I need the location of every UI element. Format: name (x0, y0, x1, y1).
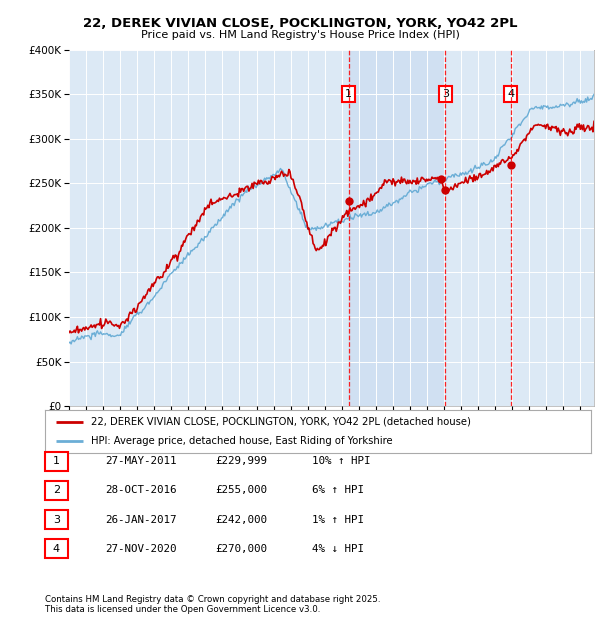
Text: Price paid vs. HM Land Registry's House Price Index (HPI): Price paid vs. HM Land Registry's House … (140, 30, 460, 40)
Bar (349, 50, 445, 406)
Text: £270,000: £270,000 (215, 544, 267, 554)
Text: 27-MAY-2011: 27-MAY-2011 (105, 456, 176, 466)
Text: 3: 3 (53, 515, 60, 525)
Text: This data is licensed under the Open Government Licence v3.0.: This data is licensed under the Open Gov… (45, 604, 320, 614)
Text: HPI: Average price, detached house, East Riding of Yorkshire: HPI: Average price, detached house, East… (91, 436, 393, 446)
Text: 4: 4 (53, 544, 60, 554)
Text: 3: 3 (442, 89, 449, 99)
Text: £229,999: £229,999 (215, 456, 267, 466)
Text: 26-JAN-2017: 26-JAN-2017 (105, 515, 176, 525)
Text: 4: 4 (507, 89, 514, 99)
Text: 4% ↓ HPI: 4% ↓ HPI (312, 544, 364, 554)
Text: 27-NOV-2020: 27-NOV-2020 (105, 544, 176, 554)
Text: £242,000: £242,000 (215, 515, 267, 525)
Text: 22, DEREK VIVIAN CLOSE, POCKLINGTON, YORK, YO42 2PL: 22, DEREK VIVIAN CLOSE, POCKLINGTON, YOR… (83, 17, 517, 30)
Text: 6% ↑ HPI: 6% ↑ HPI (312, 485, 364, 495)
Text: Contains HM Land Registry data © Crown copyright and database right 2025.: Contains HM Land Registry data © Crown c… (45, 595, 380, 604)
Text: 22, DEREK VIVIAN CLOSE, POCKLINGTON, YORK, YO42 2PL (detached house): 22, DEREK VIVIAN CLOSE, POCKLINGTON, YOR… (91, 417, 471, 427)
Text: 10% ↑ HPI: 10% ↑ HPI (312, 456, 371, 466)
Text: £255,000: £255,000 (215, 485, 267, 495)
Text: 1: 1 (53, 456, 60, 466)
Text: 1% ↑ HPI: 1% ↑ HPI (312, 515, 364, 525)
Text: 2: 2 (53, 485, 60, 495)
Text: 28-OCT-2016: 28-OCT-2016 (105, 485, 176, 495)
Text: 1: 1 (345, 89, 352, 99)
